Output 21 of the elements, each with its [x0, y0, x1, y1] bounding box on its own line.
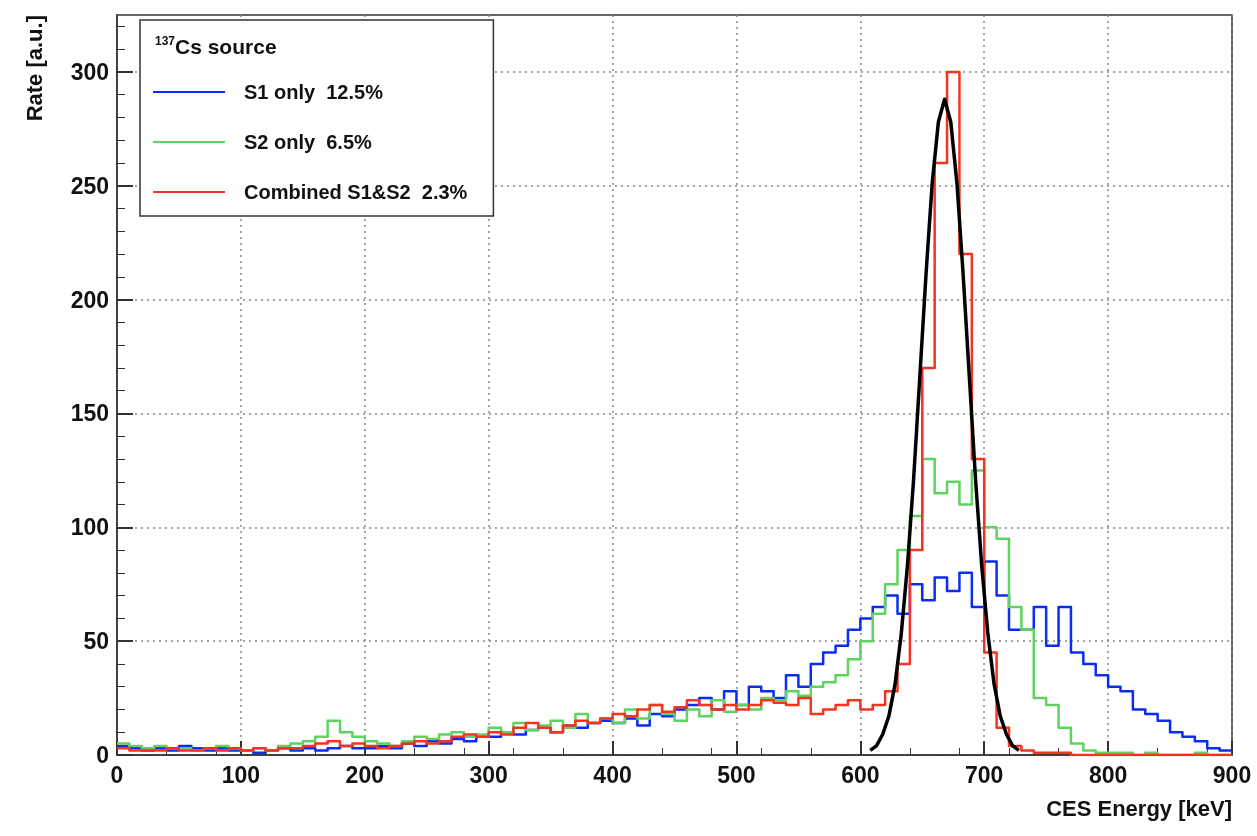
x-tick-label: 600: [841, 761, 880, 788]
x-axis-title: CES Energy [keV]: [1046, 795, 1232, 821]
x-tick-label: 200: [345, 761, 384, 788]
x-tick-label: 900: [1212, 761, 1252, 788]
y-tick-label: 100: [70, 514, 109, 541]
x-tick-label: 300: [469, 761, 508, 788]
y-tick-label: 50: [83, 628, 109, 655]
y-tick-label: 200: [70, 286, 109, 313]
legend-label: S2 only 6.5%: [244, 131, 373, 153]
x-tick-label: 800: [1088, 761, 1128, 788]
y-tick-label: 250: [70, 172, 109, 199]
x-tick-label: 500: [717, 761, 756, 788]
y-tick-label: 150: [70, 400, 109, 427]
x-tick-label: 700: [965, 761, 1004, 788]
y-tick-label: 0: [96, 742, 109, 768]
legend-label: S1 only 12.5%: [244, 81, 384, 103]
y-tick-label: 300: [70, 58, 109, 85]
y-axis-title: Rate [a.u.]: [21, 15, 47, 122]
x-tick-label: 100: [221, 761, 261, 788]
x-tick-label: 400: [593, 761, 632, 788]
legend-label: Combined S1&S2 2.3%: [244, 181, 468, 203]
